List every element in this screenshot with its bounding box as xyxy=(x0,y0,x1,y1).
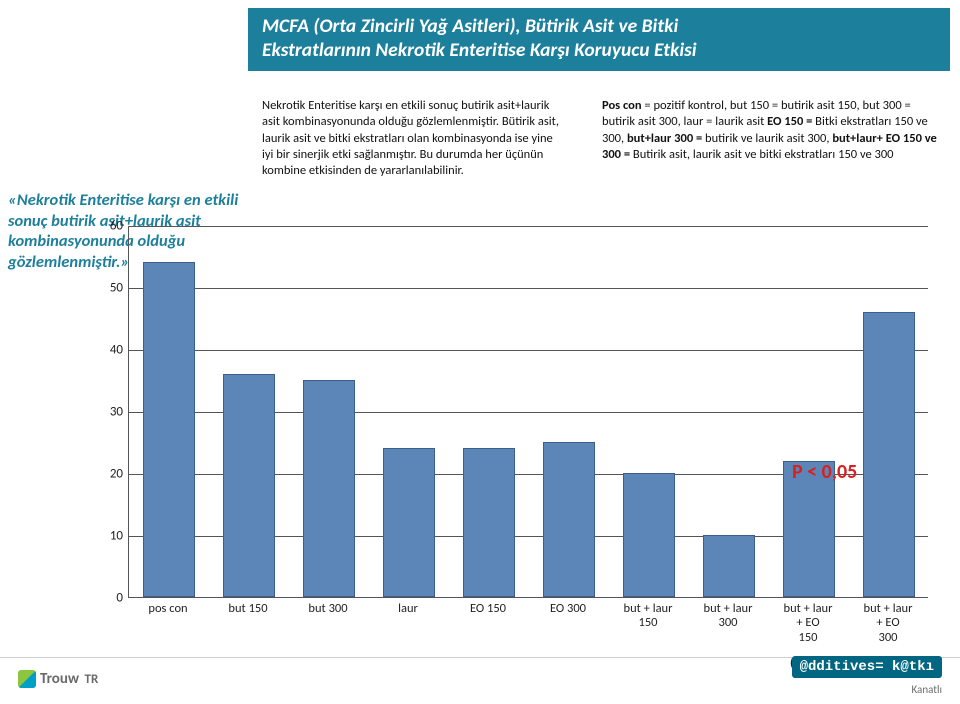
x-tick-label: pos con xyxy=(132,602,204,616)
x-tick-label: but 300 xyxy=(292,602,364,616)
bar xyxy=(303,380,355,597)
bar xyxy=(863,312,915,597)
title-band: MCFA (Orta Zincirli Yağ Asitleri), Bütir… xyxy=(248,8,950,70)
y-tick-label: 30 xyxy=(87,405,123,420)
x-tick-label: laur xyxy=(372,602,444,616)
brand-logo-left: Trouw TR xyxy=(18,670,98,688)
bar xyxy=(623,473,675,597)
brand-mark-icon xyxy=(18,670,36,688)
body-text-left: Nekrotik Enteritise karşı en etkili sonu… xyxy=(262,98,562,179)
title-line-2: Ekstratlarının Nekrotik Enteritise Karşı… xyxy=(262,38,936,62)
bar xyxy=(223,374,275,597)
footer: Trouw TR @dditives= k@tkı Kanatlı xyxy=(0,656,960,704)
x-tick-label: but + laur + EO 300 xyxy=(852,602,924,645)
brand-logo-right: @dditives= k@tkı xyxy=(792,656,942,678)
gridline xyxy=(129,226,928,227)
bar-chart: 0102030405060 P < 0,05 (Timbermont et al… xyxy=(88,226,938,631)
bar xyxy=(703,535,755,597)
y-tick-label: 20 xyxy=(87,467,123,482)
p-value-annotation: P < 0,05 xyxy=(792,460,857,484)
y-tick-label: 40 xyxy=(87,343,123,358)
title-line-1: MCFA (Orta Zincirli Yağ Asitleri), Bütir… xyxy=(262,14,936,38)
gridline xyxy=(129,350,928,351)
bar xyxy=(543,442,595,597)
x-tick-label: but + laur 150 xyxy=(612,602,684,631)
segment-label: Kanatlı xyxy=(912,683,942,696)
x-tick-label: EO 300 xyxy=(532,602,604,616)
gridline xyxy=(129,288,928,289)
y-tick-label: 0 xyxy=(87,591,123,606)
x-tick-label: but + laur + EO 150 xyxy=(772,602,844,645)
y-tick-label: 10 xyxy=(87,529,123,544)
x-tick-label: but + laur 300 xyxy=(692,602,764,631)
bar xyxy=(383,448,435,597)
y-tick-label: 50 xyxy=(87,281,123,296)
y-tick-label: 60 xyxy=(87,219,123,234)
x-tick-label: but 150 xyxy=(212,602,284,616)
bar xyxy=(143,262,195,597)
bar xyxy=(463,448,515,597)
x-tick-label: EO 150 xyxy=(452,602,524,616)
body-text-right: Pos con = pozitif kontrol, but 150 = but… xyxy=(602,98,942,163)
